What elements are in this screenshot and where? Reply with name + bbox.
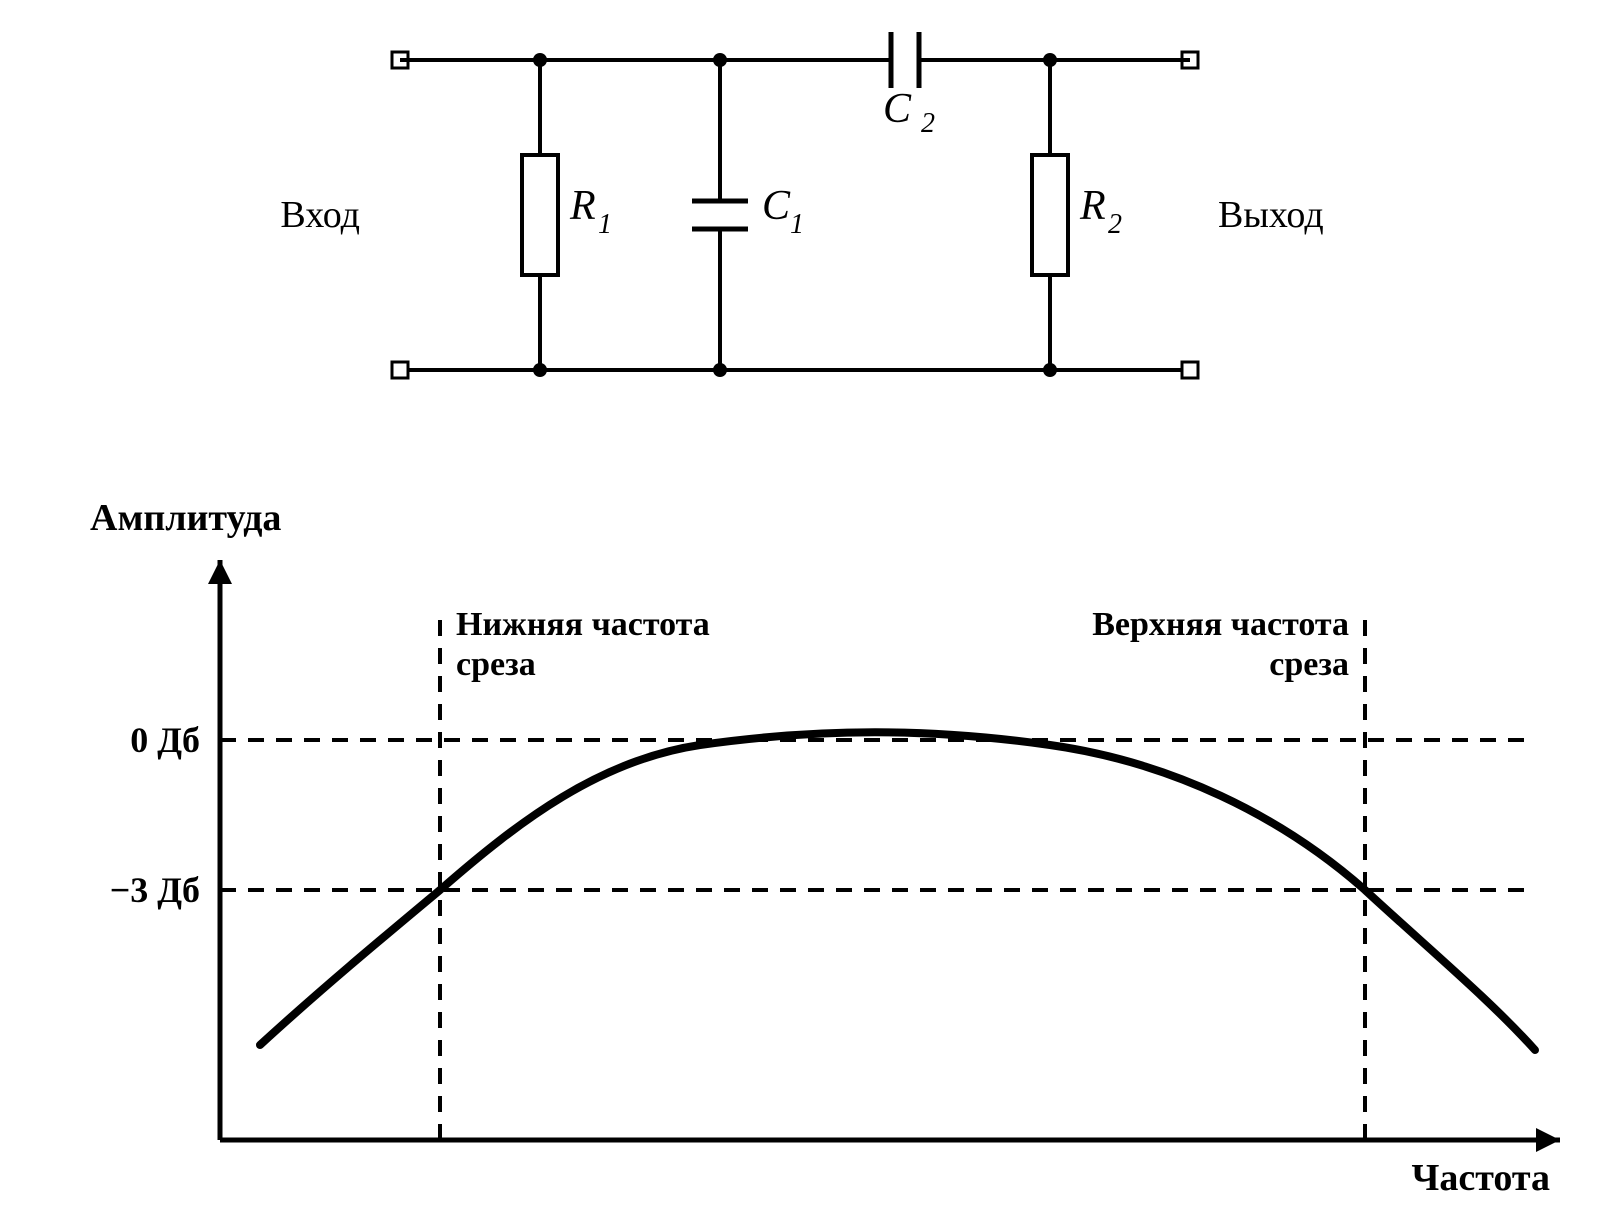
tick-m3db: −3 Дб	[110, 870, 200, 910]
c1-sub: 1	[790, 209, 804, 240]
y-axis-label: Амплитуда	[90, 497, 281, 539]
y-axis-arrow	[208, 560, 232, 584]
x-axis-arrow	[1536, 1128, 1560, 1152]
r1-node-bot	[533, 363, 547, 377]
low-cut-label-2: среза	[456, 646, 536, 683]
low-cut-label-1: Нижняя частота	[456, 606, 710, 643]
r1-sub: 1	[598, 209, 612, 240]
r1-node-top	[533, 53, 547, 67]
c1-node-bot	[713, 363, 727, 377]
r1-body	[522, 155, 558, 275]
r2-node-top	[1043, 53, 1057, 67]
high-cut-label-1: Верхняя частота	[1092, 606, 1349, 643]
r2-label: R	[1079, 183, 1106, 229]
c1-node-top	[713, 53, 727, 67]
c2-sub: 2	[921, 108, 935, 139]
output-bottom-terminal	[1182, 362, 1198, 378]
r2-body	[1032, 155, 1068, 275]
input-bottom-terminal	[392, 362, 408, 378]
input-label: Вход	[280, 194, 360, 236]
high-cut-label-2: среза	[1269, 646, 1349, 683]
c1-label: C	[762, 183, 791, 229]
c2-label: C	[883, 86, 912, 132]
r1-label: R	[569, 183, 596, 229]
tick-0db: 0 Дб	[130, 720, 200, 760]
r2-node-bot	[1043, 363, 1057, 377]
x-axis-label: Частота	[1411, 1157, 1550, 1199]
r2-sub: 2	[1108, 209, 1122, 240]
output-label: Выход	[1218, 194, 1324, 236]
